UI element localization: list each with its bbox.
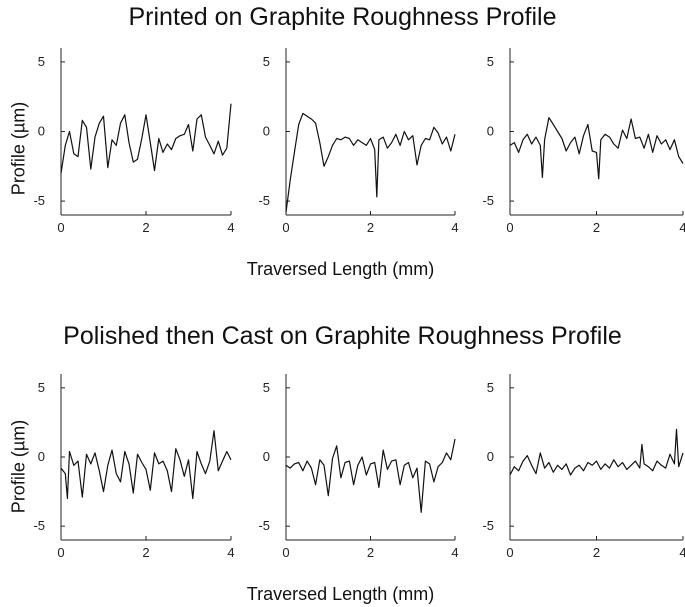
x-tick-label: 4 bbox=[451, 220, 458, 235]
y-tick-label: 0 bbox=[487, 124, 494, 139]
profile-line bbox=[285, 438, 456, 513]
y-tick-label: -5 bbox=[33, 193, 45, 208]
profile-line bbox=[509, 428, 684, 476]
bottom-x-axis-label: Traversed Length (mm) bbox=[246, 584, 435, 604]
y-tick-label: 0 bbox=[263, 124, 270, 139]
y-tick-label: -5 bbox=[258, 518, 270, 533]
top-x-axis-label: Traversed Length (mm) bbox=[246, 259, 435, 279]
y-tick-label: 0 bbox=[487, 449, 494, 464]
y-tick-label: 0 bbox=[263, 449, 270, 464]
chart-panel-1: -5 0 5 0 2 4 bbox=[33, 48, 235, 235]
y-tick-label: -5 bbox=[482, 193, 494, 208]
chart-panel-3: -5 0 5 0 2 4 bbox=[482, 48, 685, 235]
y-tick-label: 5 bbox=[38, 380, 45, 395]
x-tick-label: 0 bbox=[57, 545, 64, 560]
y-tick-label: 5 bbox=[487, 380, 494, 395]
y-tick-label: -5 bbox=[33, 518, 45, 533]
x-tick-label: 0 bbox=[506, 220, 513, 235]
x-tick-label: 2 bbox=[367, 220, 374, 235]
y-tick-label: 5 bbox=[487, 54, 494, 69]
y-tick-label: -5 bbox=[258, 193, 270, 208]
y-tick-label: 5 bbox=[263, 54, 270, 69]
x-tick-label: 4 bbox=[451, 545, 458, 560]
profile-line bbox=[285, 112, 456, 213]
x-tick-label: 4 bbox=[679, 545, 685, 560]
x-tick-label: 0 bbox=[282, 545, 289, 560]
profile-line bbox=[509, 116, 684, 180]
x-tick-label: 2 bbox=[593, 220, 600, 235]
x-tick-label: 2 bbox=[367, 545, 374, 560]
chart-panel-5: -5 0 5 0 2 4 bbox=[258, 374, 459, 560]
x-tick-label: 2 bbox=[142, 220, 149, 235]
chart-panel-4: -5 0 5 0 2 4 bbox=[33, 374, 235, 560]
x-tick-label: 0 bbox=[57, 220, 64, 235]
x-tick-label: 0 bbox=[506, 545, 513, 560]
y-tick-label: 0 bbox=[38, 124, 45, 139]
x-tick-label: 4 bbox=[227, 220, 234, 235]
x-tick-label: 2 bbox=[142, 545, 149, 560]
chart-panel-2: -5 0 5 0 2 4 bbox=[258, 48, 459, 235]
x-tick-label: 4 bbox=[227, 545, 234, 560]
y-tick-label: 0 bbox=[38, 449, 45, 464]
y-tick-label: 5 bbox=[38, 54, 45, 69]
top-section-title: Printed on Graphite Roughness Profile bbox=[128, 3, 557, 31]
profile-line bbox=[60, 103, 232, 174]
x-tick-label: 0 bbox=[282, 220, 289, 235]
profile-line bbox=[60, 430, 232, 500]
x-tick-label: 2 bbox=[593, 545, 600, 560]
x-tick-label: 4 bbox=[679, 220, 685, 235]
chart-panel-6: -5 0 5 0 2 4 bbox=[482, 374, 685, 560]
y-tick-label: 5 bbox=[263, 380, 270, 395]
bottom-section-title: Polished then Cast on Graphite Roughness… bbox=[63, 322, 622, 350]
y-tick-label: -5 bbox=[482, 518, 494, 533]
